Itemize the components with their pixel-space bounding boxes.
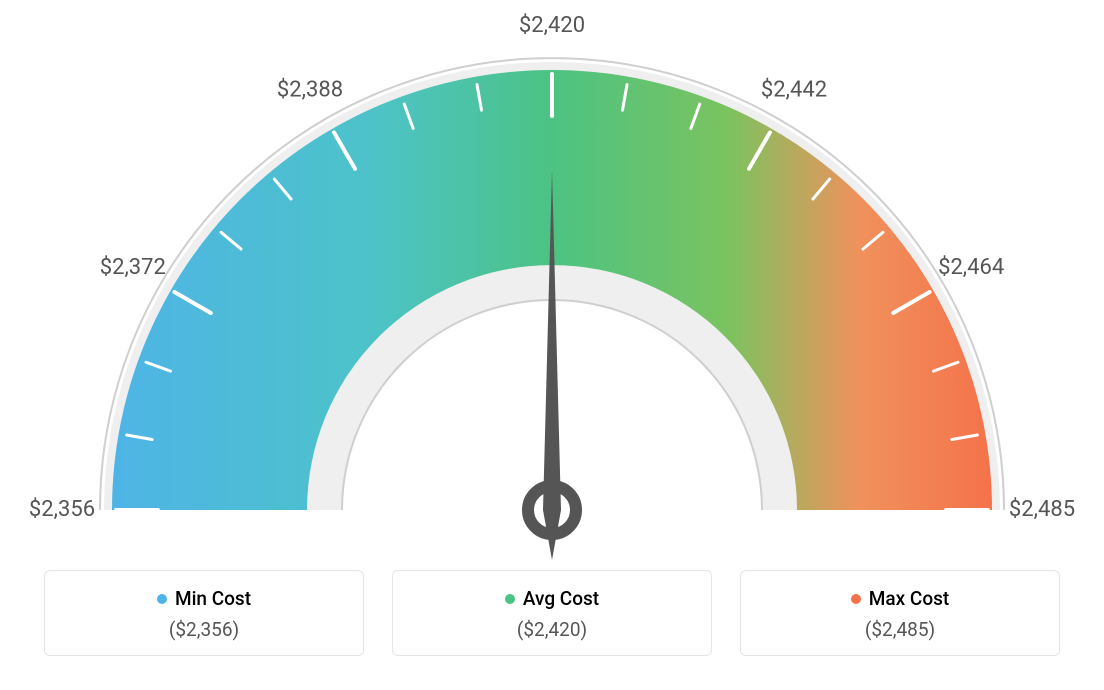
legend-title-min: Min Cost <box>63 587 345 610</box>
legend-value-avg: ($2,420) <box>411 618 693 641</box>
gauge-tick-label: $2,485 <box>1009 497 1075 522</box>
gauge-tick-label: $2,442 <box>761 78 827 103</box>
dot-min <box>157 594 167 604</box>
legend-card-avg: Avg Cost ($2,420) <box>392 570 712 656</box>
legend-card-max: Max Cost ($2,485) <box>740 570 1060 656</box>
legend-label-min: Min Cost <box>175 587 251 610</box>
gauge-tick-label: $2,356 <box>29 497 95 522</box>
legend-row: Min Cost ($2,356) Avg Cost ($2,420) Max … <box>0 570 1104 656</box>
gauge-tick-label: $2,388 <box>277 78 343 103</box>
dot-max <box>851 594 861 604</box>
gauge-tick-label: $2,464 <box>938 255 1004 280</box>
legend-title-avg: Avg Cost <box>411 587 693 610</box>
gauge-container: $2,356 $2,372 $2,388 $2,420 $2,442 $2,464 $2,4… <box>0 0 1104 560</box>
legend-title-max: Max Cost <box>759 587 1041 610</box>
gauge-chart: $2,356 $2,372 $2,388 $2,420 $2,442 $2,464 $2,4… <box>0 0 1104 560</box>
legend-card-min: Min Cost ($2,356) <box>44 570 364 656</box>
legend-label-avg: Avg Cost <box>523 587 599 610</box>
gauge-tick-label: $2,372 <box>100 255 166 280</box>
legend-label-max: Max Cost <box>869 587 949 610</box>
gauge-tick-label: $2,420 <box>519 13 585 38</box>
dot-avg <box>505 594 515 604</box>
legend-value-min: ($2,356) <box>63 618 345 641</box>
legend-value-max: ($2,485) <box>759 618 1041 641</box>
